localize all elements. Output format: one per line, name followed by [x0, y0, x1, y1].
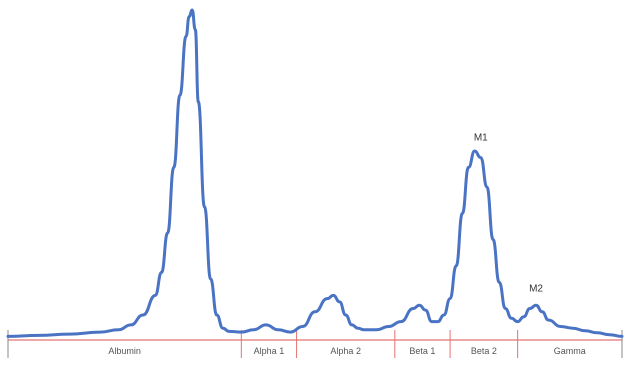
segment-label: Albumin — [108, 346, 141, 356]
line-layer — [6, 8, 624, 338]
segment-label: Alpha 2 — [330, 346, 361, 356]
baseline-layer — [7, 330, 623, 358]
series-line — [6, 8, 624, 338]
peak-label: M1 — [474, 132, 488, 143]
peak-label: M2 — [529, 283, 543, 294]
segment-label: Beta 1 — [409, 346, 435, 356]
segment-label: Beta 2 — [471, 346, 497, 356]
label-layer: Albumin Alpha 1 Alpha 2 Beta 1 Beta 2 Gamma M1… — [108, 132, 585, 356]
segment-label: Alpha 1 — [254, 346, 285, 356]
segment-label: Gamma — [554, 346, 586, 356]
